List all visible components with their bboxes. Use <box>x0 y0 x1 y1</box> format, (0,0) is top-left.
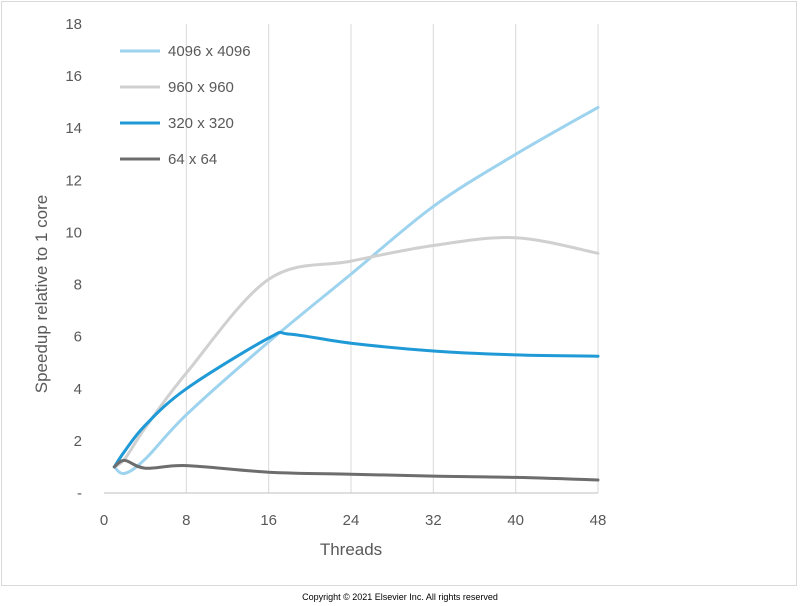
series-line-3 <box>112 330 600 469</box>
x-tick-label: 40 <box>507 512 524 529</box>
chart-frame <box>1 1 797 586</box>
series-line-1 <box>112 105 600 476</box>
series-lines <box>112 105 600 482</box>
x-axis-label: Threads <box>320 540 382 559</box>
y-tick-label: - <box>77 485 82 502</box>
y-tick-label: 16 <box>65 68 82 85</box>
y-tick-labels: - 2 4 6 8 10 12 14 16 18 <box>65 16 82 502</box>
x-tick-label: 24 <box>343 512 360 529</box>
grid-lines <box>185 24 599 493</box>
y-tick-label: 12 <box>65 172 82 189</box>
x-tick-label: 8 <box>182 512 190 529</box>
x-tick-label: 48 <box>590 512 607 529</box>
legend: 4096 x 4096 960 x 960 320 x 320 64 x 64 <box>120 43 251 168</box>
y-tick-label: 4 <box>74 381 82 398</box>
legend-label: 64 x 64 <box>168 151 217 168</box>
x-tick-label: 16 <box>260 512 277 529</box>
y-tick-label: 14 <box>65 120 82 137</box>
y-tick-label: 6 <box>74 329 82 346</box>
y-axis-label: Speedup relative to 1 core <box>32 195 51 393</box>
y-tick-label: 8 <box>74 277 82 294</box>
legend-label: 4096 x 4096 <box>168 43 251 60</box>
legend-label: 960 x 960 <box>168 79 234 96</box>
series-line-4 <box>112 458 600 482</box>
series-line-2 <box>112 235 600 469</box>
y-tick-label: 2 <box>74 433 82 450</box>
copyright-notice: Copyright © 2021 Elsevier Inc. All right… <box>302 592 498 602</box>
legend-label: 320 x 320 <box>168 115 234 132</box>
x-tick-label: 0 <box>100 512 108 529</box>
x-tick-label: 32 <box>425 512 442 529</box>
y-tick-label: 10 <box>65 224 82 241</box>
y-tick-label: 18 <box>65 16 82 33</box>
x-tick-labels: 0 8 16 24 32 40 48 <box>100 512 607 529</box>
